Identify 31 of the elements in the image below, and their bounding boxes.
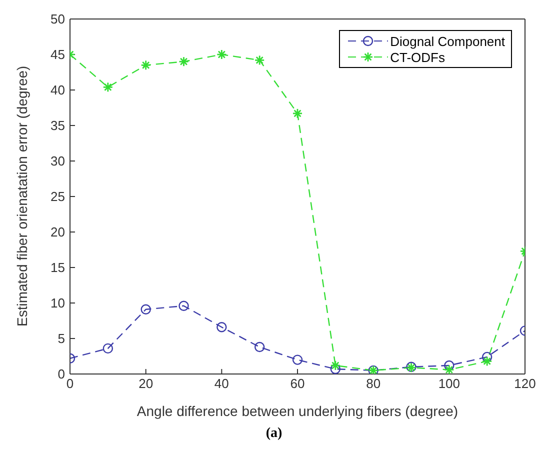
- point: [330, 364, 341, 374]
- y-tick-label: 40: [50, 82, 65, 98]
- y-tick-label: 45: [50, 47, 65, 62]
- y-axis-title: Estimated fiber orienatation error (degree): [14, 66, 30, 326]
- legend-label: Diognal Component: [390, 34, 505, 48]
- y-tick-label: 35: [50, 118, 65, 134]
- point: [292, 354, 303, 365]
- point: [140, 304, 151, 314]
- point: [102, 343, 114, 354]
- x-tick-label: 40: [214, 376, 229, 392]
- legend-label: CT-ODFs: [390, 50, 445, 64]
- y-tick-label: 30: [50, 154, 65, 169]
- x-tick-label: 80: [366, 376, 381, 392]
- point: [254, 342, 265, 352]
- y-tick-label: 0: [58, 366, 65, 382]
- x-axis-title: Angle difference between underlying fibers (degree): [136, 403, 458, 419]
- y-tick-label: 10: [50, 296, 65, 311]
- x-tick-label: 60: [290, 376, 305, 392]
- x-tick-label: 100: [438, 376, 460, 392]
- x-tick-label: 20: [138, 376, 154, 392]
- y-tick-label: 25: [50, 189, 65, 204]
- y-tick-label: 5: [58, 331, 65, 346]
- point: [178, 300, 189, 311]
- point: [482, 352, 492, 362]
- point: [444, 360, 454, 371]
- y-tick-label: 20: [50, 224, 65, 240]
- x-tick-label: 120: [514, 376, 536, 392]
- y-tick-label: 50: [50, 12, 65, 27]
- text: (a): [264, 426, 284, 442]
- point: [216, 322, 227, 332]
- y-tick-label: 15: [50, 260, 65, 276]
